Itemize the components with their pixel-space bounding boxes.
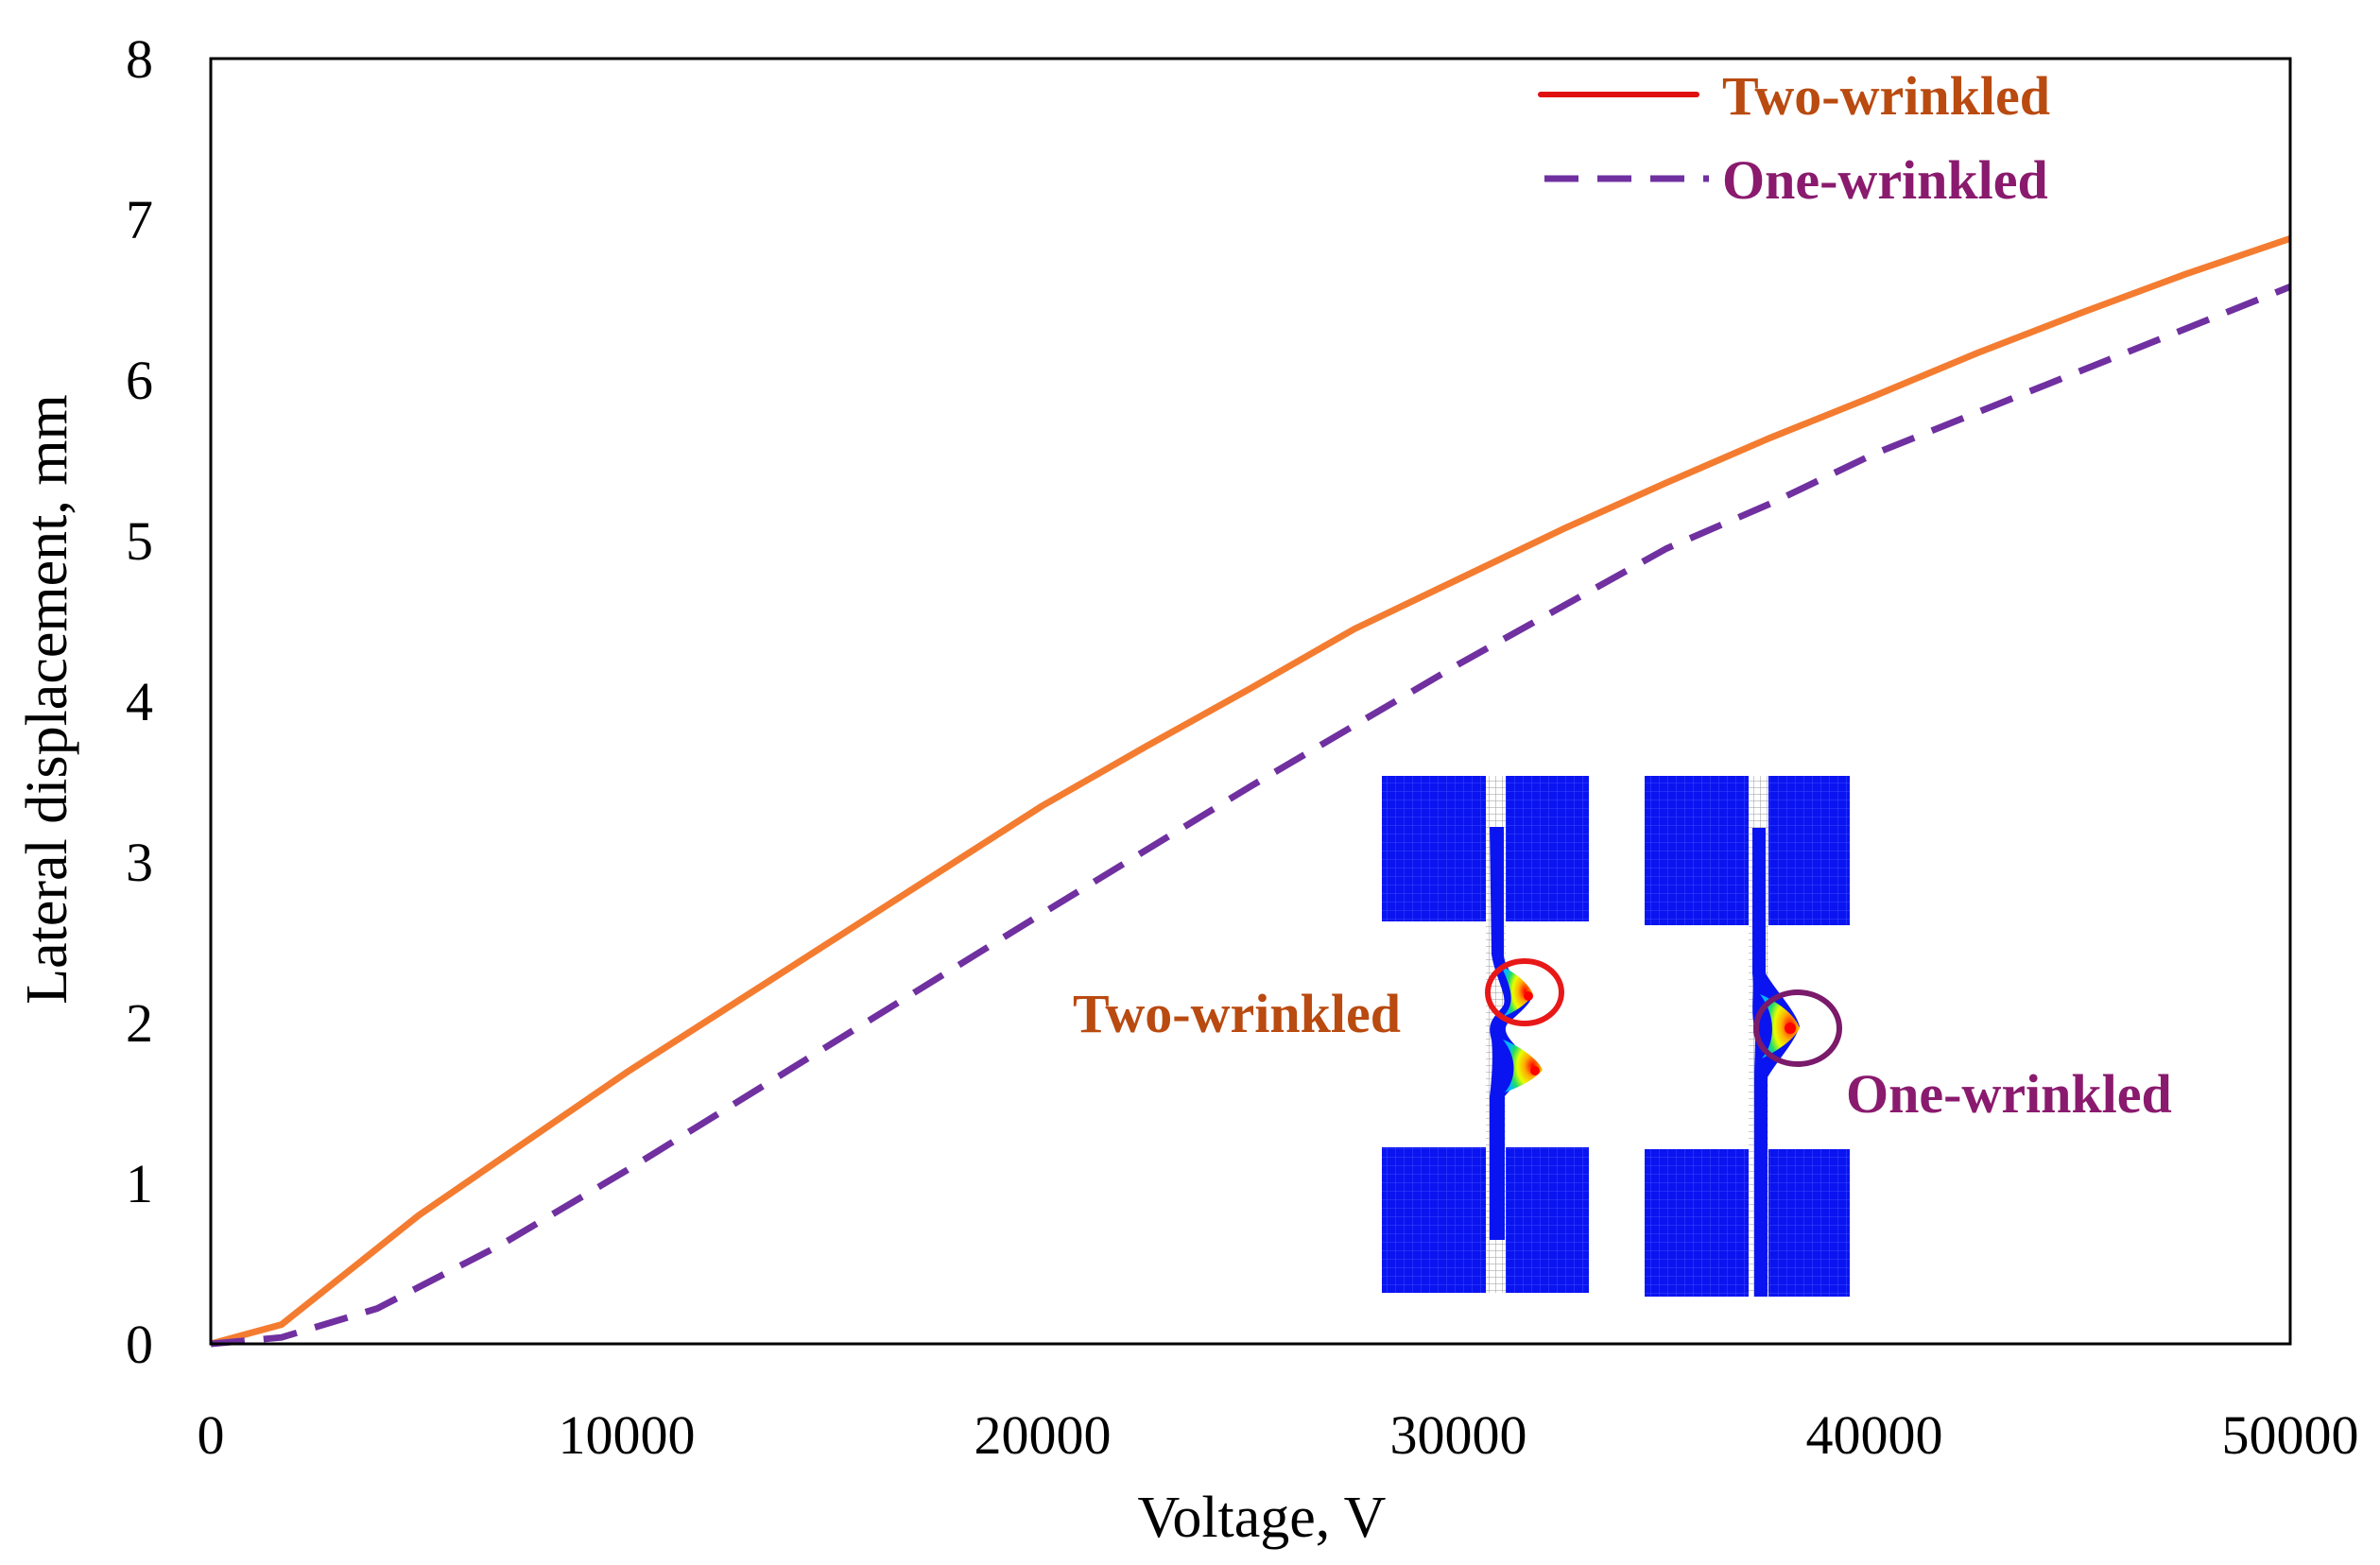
one-wrinkled-inset-figure: [1645, 776, 1850, 1297]
legend: Two-wrinkled One-wrinkled: [1538, 65, 2050, 211]
inset-label-two-wrinkled: Two-wrinkled: [1073, 983, 1401, 1044]
series-line-two-wrinkled: [210, 235, 2292, 1348]
plot-area-frame: [209, 57, 2292, 1346]
y-tick-label: 6: [126, 350, 153, 411]
two-wrinkled-inset-figure: [1382, 776, 1589, 1293]
inset-simulation-figures: [1382, 776, 1850, 1297]
x-tick-label: 40000: [1806, 1404, 1943, 1466]
y-tick-label: 1: [126, 1153, 153, 1214]
y-tick-labels: 0 1 2 3 4 5 6 7 8: [126, 28, 153, 1375]
y-tick-label: 8: [126, 28, 153, 90]
y-tick-label: 2: [126, 992, 153, 1054]
legend-label-two-wrinkled: Two-wrinkled: [1722, 65, 2050, 127]
y-tick-label: 3: [126, 832, 153, 893]
legend-label-one-wrinkled: One-wrinkled: [1722, 149, 2048, 211]
inset-label-one-wrinkled: One-wrinkled: [1846, 1063, 2172, 1125]
x-tick-label: 0: [198, 1404, 225, 1466]
x-tick-labels: 0 10000 20000 30000 40000 50000: [198, 1404, 2359, 1466]
y-axis-title: Lateral displacement, mm: [15, 394, 79, 1005]
x-tick-label: 20000: [974, 1404, 1112, 1466]
series-lines: [210, 235, 2292, 1348]
y-tick-label: 5: [126, 510, 153, 572]
plot-layer: 0 10000 20000 30000 40000 50000 0 1 2 3 4 5 6 7 8: [126, 28, 2359, 1466]
x-tick-label: 50000: [2222, 1404, 2359, 1466]
y-tick-label: 0: [126, 1314, 153, 1375]
y-tick-label: 4: [126, 671, 153, 732]
x-tick-label: 30000: [1390, 1404, 1527, 1466]
series-line-one-wrinkled: [210, 284, 2292, 1348]
x-tick-label: 10000: [559, 1404, 696, 1466]
y-tick-label: 7: [126, 189, 153, 250]
x-axis-title: Voltage, V: [1138, 1486, 1387, 1550]
